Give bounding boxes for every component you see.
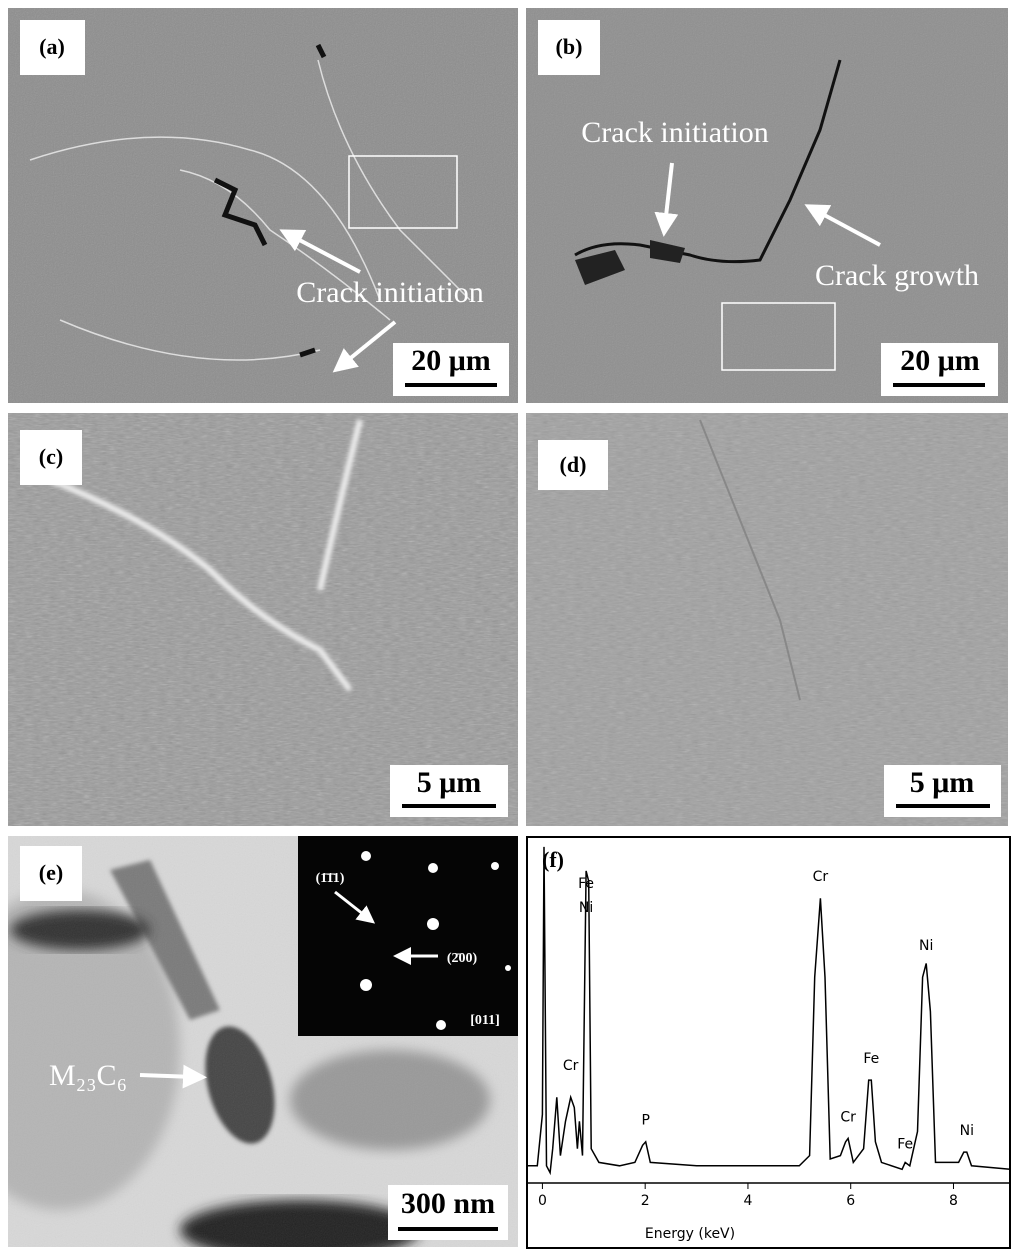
peak-label: Ni bbox=[960, 1123, 974, 1139]
panel-f: (f) Energy (keV) 0 2 4 6 8 Fe Ni Cr P Cr Cr Fe Fe Ni N… bbox=[527, 837, 1010, 1248]
panel-label: (a) bbox=[39, 34, 65, 59]
scale-bar-label: 300 nm bbox=[401, 1187, 495, 1220]
scale-bar-label: 5 μm bbox=[910, 766, 975, 799]
panel-d: (d) 5 μm bbox=[526, 413, 1008, 826]
annotation: Crack initiation bbox=[581, 116, 768, 149]
annotation: Crack initiation bbox=[296, 276, 483, 309]
inset-label: (2̄00) bbox=[447, 951, 478, 966]
panel-label: (d) bbox=[560, 452, 587, 477]
inset-label: (1̄1̄1) bbox=[316, 871, 345, 886]
figure: (a) Crack initiation 20 μm (b) Crack ini… bbox=[0, 0, 1011, 1249]
peak-label: Fe bbox=[863, 1051, 879, 1067]
peak-label: Cr bbox=[840, 1109, 856, 1125]
panel-a: (a) Crack initiation 20 μm bbox=[8, 8, 518, 403]
panel-label: (f) bbox=[542, 847, 564, 872]
panel-label: (e) bbox=[39, 860, 63, 885]
x-tick-label: 8 bbox=[949, 1193, 958, 1209]
inset-label: [011] bbox=[470, 1013, 500, 1028]
peak-label: P bbox=[641, 1113, 649, 1129]
x-tick-label: 0 bbox=[538, 1193, 547, 1209]
x-tick-label: 4 bbox=[743, 1193, 752, 1209]
x-tick-label: 6 bbox=[846, 1193, 855, 1209]
panel-c: (c) 5 μm bbox=[8, 413, 518, 826]
panel-label: (c) bbox=[39, 444, 63, 469]
scale-bar-label: 5 μm bbox=[417, 766, 482, 799]
peak-label: Ni bbox=[579, 900, 593, 916]
page: { "panels": [ {"label": "(a)", "annotati… bbox=[0, 0, 1011, 1249]
peak-label: Ni bbox=[919, 938, 933, 954]
panel-b: (b) Crack initiation Crack growth 20 μm bbox=[526, 8, 1008, 403]
panel-label: (b) bbox=[556, 34, 583, 59]
peak-label: Cr bbox=[563, 1058, 579, 1074]
panel-e: (e) M₂₃C₆ 300 nm (1̄1̄1) (2̄00) [011] bbox=[0, 836, 518, 1249]
peak-label: Fe bbox=[578, 876, 594, 892]
scale-bar-label: 20 μm bbox=[411, 344, 491, 377]
diffraction-inset: (1̄1̄1) (2̄00) [011] bbox=[298, 836, 518, 1036]
x-tick-label: 2 bbox=[641, 1193, 650, 1209]
x-axis-title: Energy (keV) bbox=[645, 1226, 735, 1242]
peak-label: Cr bbox=[813, 869, 829, 885]
scale-bar-label: 20 μm bbox=[900, 344, 980, 377]
annotation: M₂₃C₆ bbox=[49, 1059, 127, 1092]
peak-label: Fe bbox=[897, 1137, 913, 1153]
annotation: Crack growth bbox=[815, 259, 979, 292]
